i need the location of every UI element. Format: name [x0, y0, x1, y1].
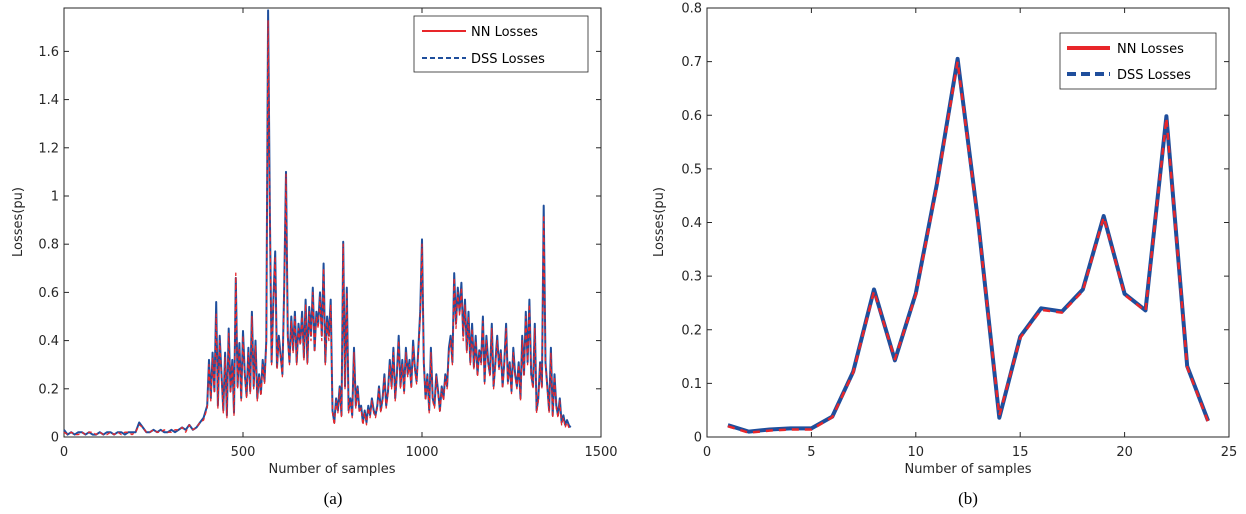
y-tick-label-b: 0.5	[681, 162, 702, 177]
x-axis-label-a: Number of samples	[268, 462, 395, 477]
x-tick-label-a: 1000	[405, 445, 438, 460]
x-tick-label-a: 0	[60, 445, 68, 460]
series-lines-a	[63, 9, 572, 436]
y-tick-label-b: 0.4	[681, 216, 702, 231]
x-tick-label-a: 1500	[584, 445, 617, 460]
axes-b: 0 5 10 15 20 25 0 0.1 0.2 0.3 0.4 0.5 0.6 0.7 0.8	[681, 2, 1237, 461]
y-tick-label-a: 1.2	[38, 141, 59, 156]
y-tick-label-b: 0.3	[681, 270, 702, 285]
y-tick-label-b: 0.6	[681, 109, 702, 124]
chart-a: 0 500 1000 1500 0 0.2 0.4 0.6 0.8 1 1.2 1.4 1.6 NN L…	[11, 7, 618, 508]
y-tick-label-b: 0.8	[681, 2, 702, 17]
axes-a: 0 500 1000 1500 0 0.2 0.4 0.6 0.8 1 1.2 1.4 1.6	[38, 8, 618, 460]
legend-dss-label-b: DSS Losses	[1117, 68, 1191, 83]
x-tick-label-b: 25	[1221, 445, 1238, 460]
y-tick-label-a: 0.2	[38, 382, 59, 397]
x-tick-label-a: 500	[231, 445, 256, 460]
x-tick-label-b: 20	[1116, 445, 1133, 460]
y-tick-label-b: 0	[694, 431, 702, 446]
legend-b: NN Losses DSS Losses	[1059, 32, 1217, 90]
x-axis-label-b: Number of samples	[904, 462, 1031, 477]
y-axis-label-a: Losses(pu)	[11, 187, 26, 257]
y-tick-label-a: 0.4	[38, 334, 59, 349]
y-tick-label-a: 0.6	[38, 286, 59, 301]
x-tick-label-b: 0	[703, 445, 711, 460]
legend-box-b	[1059, 32, 1217, 90]
y-tick-label-b: 0.2	[681, 323, 702, 338]
y-axis-label-b: Losses(pu)	[652, 187, 667, 257]
legend-dss-label-a: DSS Losses	[471, 52, 545, 67]
y-tick-label-a: 0	[51, 431, 59, 446]
series-lines-b	[727, 56, 1210, 434]
x-tick-label-b: 5	[807, 445, 815, 460]
y-tick-label-a: 1	[51, 189, 59, 204]
y-tick-label-a: 1.6	[38, 45, 59, 60]
y-tick-label-a: 0.8	[38, 238, 59, 253]
legend-nn-label-b: NN Losses	[1117, 42, 1184, 57]
x-tick-label-b: 10	[908, 445, 925, 460]
legend-box-a	[413, 15, 589, 73]
y-tick-label-b: 0.7	[681, 55, 702, 70]
series-line-nn-a	[63, 19, 572, 436]
caption-a: (a)	[324, 489, 343, 508]
x-tick-label-b: 15	[1012, 445, 1029, 460]
legend-nn-label-a: NN Losses	[471, 25, 538, 40]
series-line-nn-b	[727, 60, 1210, 434]
legend-a: NN Losses DSS Losses	[413, 15, 589, 73]
y-tick-label-b: 0.1	[681, 377, 702, 392]
y-tick-label-a: 1.4	[38, 93, 59, 108]
caption-b: (b)	[958, 489, 978, 508]
chart-b: 0 5 10 15 20 25 0 0.1 0.2 0.3 0.4 0.5 0.6 0.7 0.8 NN L…	[652, 2, 1237, 509]
